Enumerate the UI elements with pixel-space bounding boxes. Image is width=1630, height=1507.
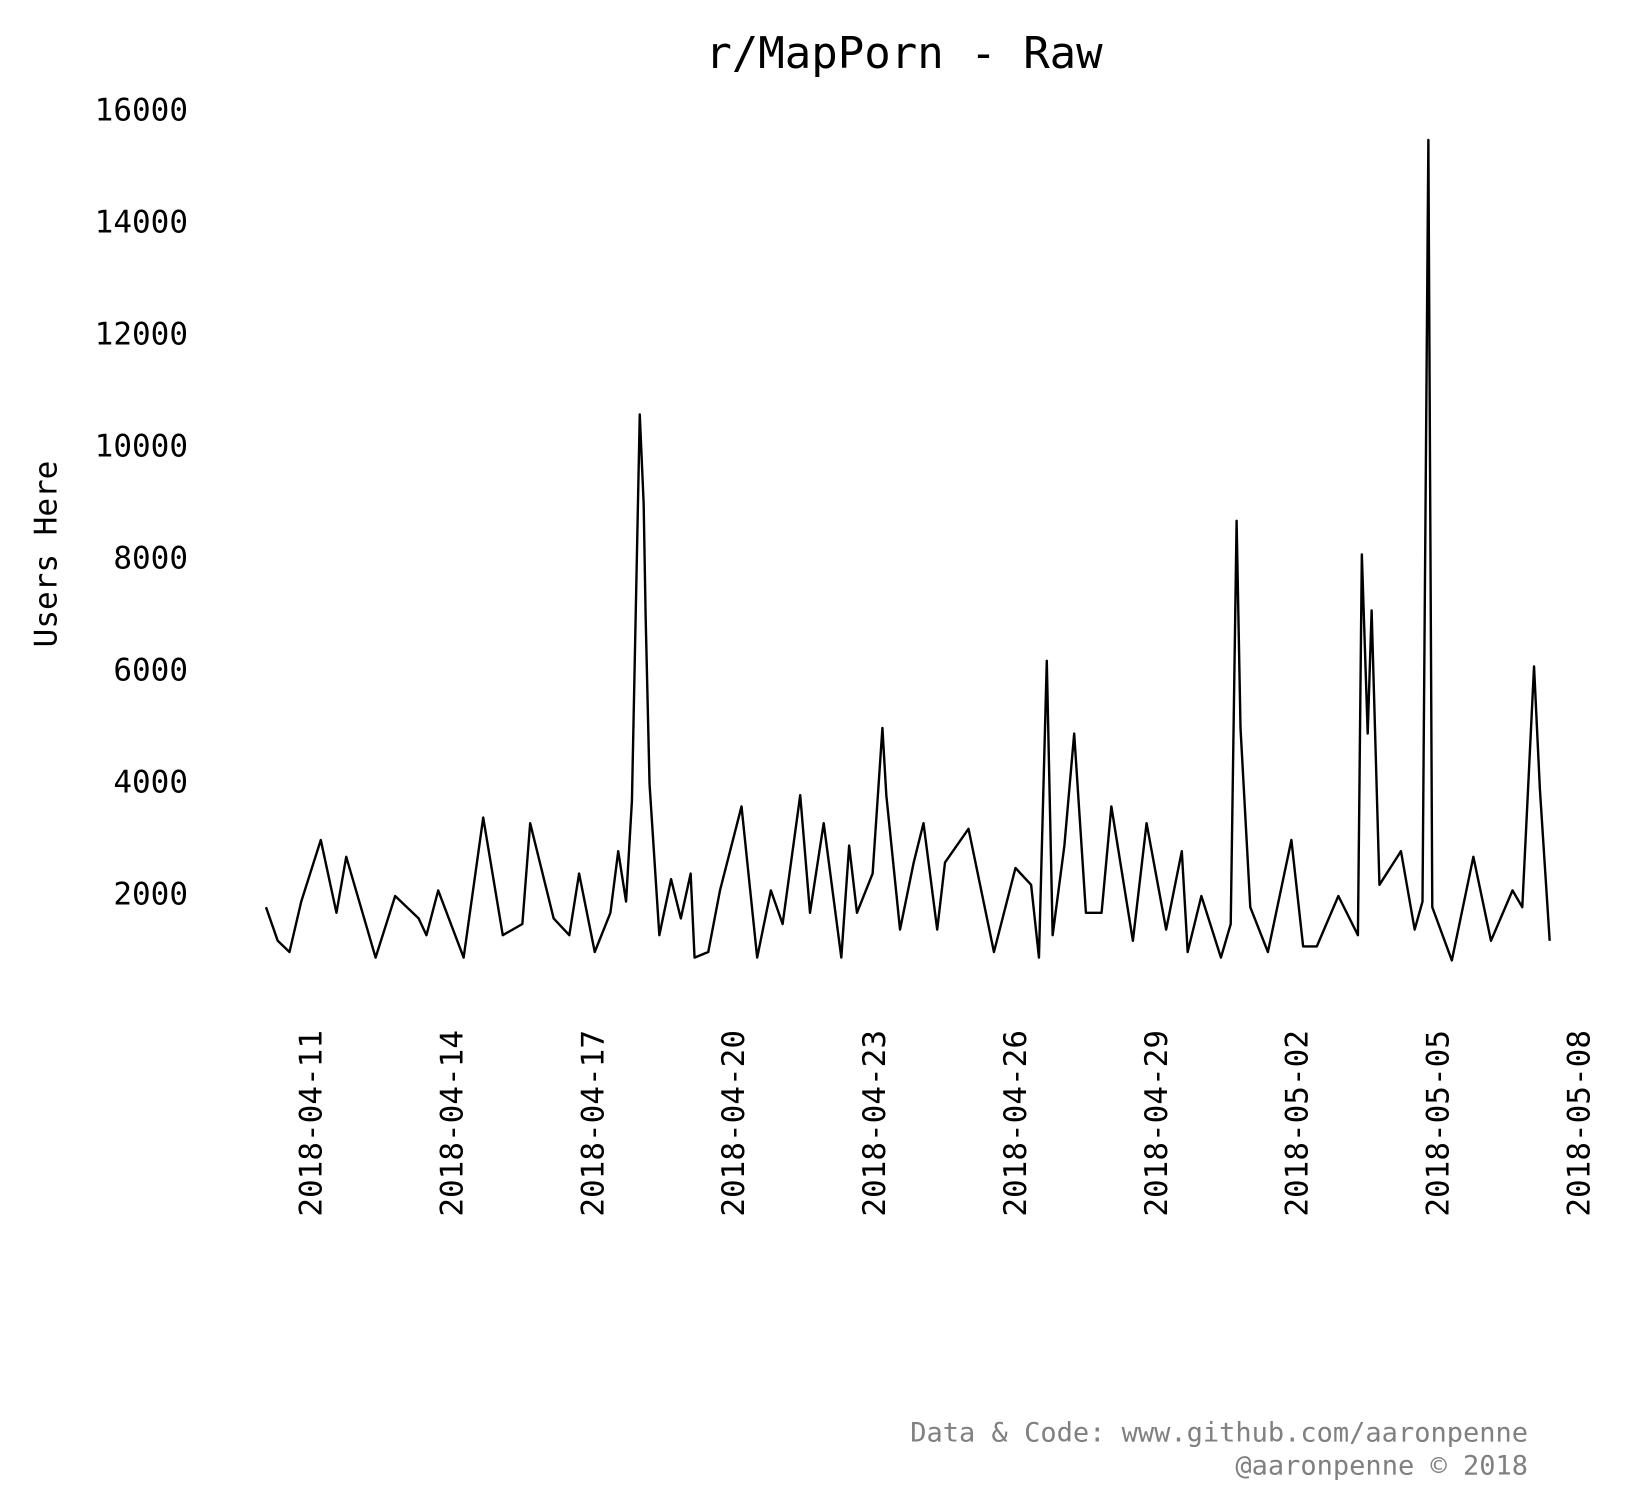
- x-tick-label: 2018-04-14: [434, 1030, 470, 1217]
- x-tick-label: 2018-04-23: [857, 1030, 893, 1217]
- x-tick-label: 2018-04-17: [575, 1030, 611, 1217]
- y-tick-label: 12000: [95, 317, 188, 353]
- x-tick-label: 2018-05-08: [1562, 1030, 1598, 1217]
- data-line: [264, 138, 1551, 962]
- y-tick-label: 16000: [95, 93, 188, 129]
- x-tick-label: 2018-04-26: [998, 1030, 1034, 1217]
- y-tick-label: 14000: [95, 205, 188, 241]
- y-axis-label: Users Here: [29, 461, 65, 648]
- chart-title: r/MapPorn - Raw: [705, 28, 1103, 79]
- footer-credit: Data & Code: www.github.com/aaronpenne: [910, 1418, 1528, 1449]
- footer-credit: @aaronpenne © 2018: [1235, 1451, 1528, 1482]
- x-tick-label: 2018-04-11: [293, 1030, 329, 1217]
- x-tick-label: 2018-04-20: [716, 1030, 752, 1217]
- x-tick-label: 2018-05-05: [1421, 1030, 1457, 1217]
- y-tick-label: 10000: [95, 429, 188, 465]
- y-tick-label: 6000: [113, 653, 188, 689]
- x-tick-label: 2018-04-29: [1139, 1030, 1175, 1217]
- x-tick-label: 2018-05-02: [1280, 1030, 1316, 1217]
- y-tick-label: 8000: [113, 541, 188, 577]
- y-tick-label: 2000: [113, 877, 188, 913]
- y-tick-label: 4000: [113, 765, 188, 801]
